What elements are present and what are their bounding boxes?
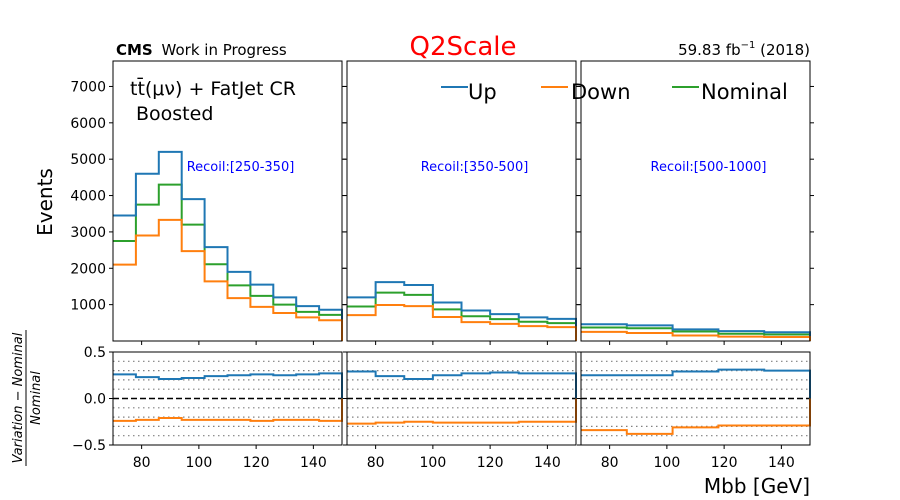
ratio-down-step bbox=[113, 398, 343, 422]
y-tick-label: 7000 bbox=[70, 79, 106, 95]
ratio-up-step bbox=[581, 368, 811, 399]
recoil-label: Recoil:[500-1000] bbox=[651, 160, 767, 175]
y-tick-label: 1000 bbox=[70, 298, 106, 314]
x-tick-label: 120 bbox=[711, 455, 738, 471]
y-tick-label: 5000 bbox=[70, 152, 106, 168]
panels: 1000 2000 3000 4000 5000 6000 7000 0.5 0.0 −0.5 80… bbox=[70, 60, 814, 471]
ratio-down-step bbox=[347, 398, 577, 425]
main-frame bbox=[112, 60, 343, 342]
x-tick-label: 80 bbox=[367, 455, 385, 471]
ratio-y-tick-label: −0.5 bbox=[72, 438, 106, 454]
series-up-step bbox=[347, 281, 577, 341]
panel-1: 1000 2000 3000 4000 5000 6000 7000 0.5 0.0 −0.5 80… bbox=[70, 60, 346, 471]
x-tick-label: 100 bbox=[420, 455, 447, 471]
panel-3: 80 100 120 140 Recoil:[500-1000] bbox=[577, 60, 814, 471]
legend-label-down: Down bbox=[571, 80, 631, 104]
y-tick-label: 2000 bbox=[70, 261, 106, 277]
ratio-y-tick-label: 0.5 bbox=[84, 345, 106, 361]
legend-label-up: Up bbox=[468, 80, 497, 104]
panel-2: 80 100 120 140 Recoil:[350-500] bbox=[343, 60, 580, 471]
x-tick-label: 100 bbox=[186, 455, 213, 471]
region-sublabel: Boosted bbox=[136, 103, 213, 125]
y-axis-label: Events bbox=[33, 168, 57, 236]
ratio-up-step bbox=[113, 372, 343, 399]
cms-label: CMS Work in Progress bbox=[116, 41, 287, 59]
x-tick-label: 140 bbox=[534, 455, 561, 471]
ratio-y-axis-label: Variation − Nominal Nominal bbox=[11, 330, 44, 466]
x-tick-label: 100 bbox=[654, 455, 681, 471]
ratio-down-step bbox=[581, 398, 811, 435]
y-tick-label: 6000 bbox=[70, 116, 106, 132]
x-axis-label: Mbb [GeV] bbox=[704, 474, 810, 498]
ratio-y-tick-label: 0.0 bbox=[84, 392, 106, 408]
x-tick-label: 80 bbox=[133, 455, 151, 471]
series-up-step bbox=[113, 150, 343, 341]
y-tick-label: 3000 bbox=[70, 225, 106, 241]
ratio-up-step bbox=[347, 370, 577, 399]
main-frame bbox=[346, 60, 577, 342]
series-down-step bbox=[581, 330, 811, 341]
series-down-step bbox=[113, 218, 343, 341]
region-label: tt̄(μν) + FatJet CR bbox=[130, 76, 296, 100]
x-tick-label: 120 bbox=[477, 455, 504, 471]
main-frame bbox=[580, 60, 811, 342]
series-down-step bbox=[347, 304, 577, 341]
x-tick-label: 80 bbox=[601, 455, 619, 471]
legend: Up Down Nominal bbox=[441, 80, 788, 104]
recoil-label: Recoil:[250-350] bbox=[187, 160, 295, 175]
y-tick-label: 4000 bbox=[70, 189, 106, 205]
series-up-step bbox=[581, 323, 811, 341]
lumi-label: 59.83 fb−1 (2018) bbox=[678, 40, 810, 59]
x-tick-label: 140 bbox=[768, 455, 795, 471]
x-tick-label: 120 bbox=[243, 455, 270, 471]
ratio-y-numerator: Variation − Nominal bbox=[11, 332, 26, 463]
x-tick-label: 140 bbox=[300, 455, 327, 471]
plot-title: Q2Scale bbox=[410, 32, 517, 62]
ratio-y-denominator: Nominal bbox=[29, 371, 44, 425]
legend-label-nominal: Nominal bbox=[701, 80, 788, 104]
recoil-label: Recoil:[350-500] bbox=[421, 160, 529, 175]
